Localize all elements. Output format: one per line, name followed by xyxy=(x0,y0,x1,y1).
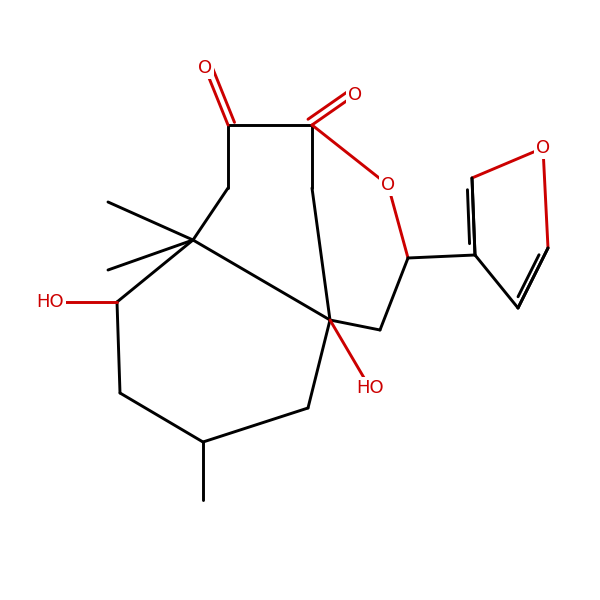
Text: O: O xyxy=(348,86,362,104)
Text: O: O xyxy=(381,176,395,194)
Text: HO: HO xyxy=(36,293,64,311)
Text: O: O xyxy=(536,139,550,157)
Text: O: O xyxy=(198,59,212,77)
Text: HO: HO xyxy=(356,379,384,397)
